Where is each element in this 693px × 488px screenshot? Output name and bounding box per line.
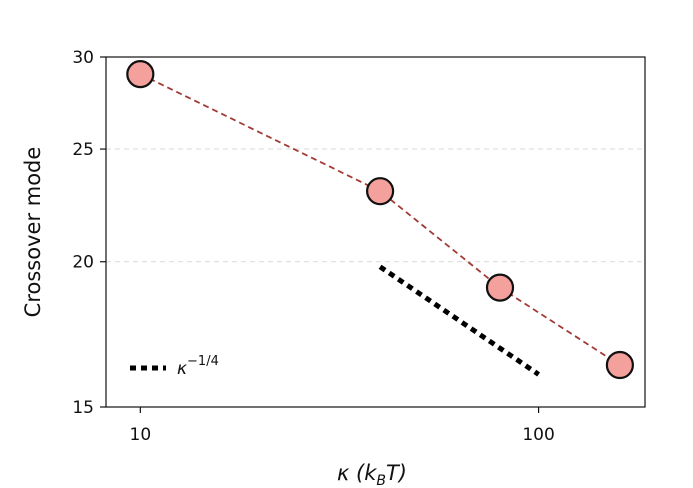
grid-lines — [106, 148, 645, 263]
y-axis-ticks: 15 20 25 30 — [72, 48, 106, 418]
x-axis-label-main: κ (k — [337, 461, 377, 485]
y-axis-label: Crossover mode — [21, 147, 45, 318]
x-axis-label-tail: T) — [386, 461, 407, 485]
data-point-2 — [485, 273, 515, 302]
y-tick-label-3: 30 — [72, 48, 94, 68]
x-tick-label-1: 100 — [522, 425, 554, 445]
x-axis-label-subscript: B — [376, 473, 386, 488]
y-tick-label-2: 25 — [72, 140, 94, 160]
legend: κ−1/4 — [130, 354, 219, 379]
x-axis-label: κ (kBT) — [337, 461, 407, 488]
data-point-1 — [366, 177, 395, 206]
data-point-0 — [126, 60, 155, 89]
plot-frame — [105, 56, 646, 408]
x-tick-label-0: 10 — [130, 425, 152, 445]
legend-label: κ−1/4 — [177, 354, 219, 379]
series-group — [126, 60, 634, 380]
y-tick-label-0: 15 — [72, 398, 94, 418]
series-line-0 — [139, 73, 621, 366]
legend-label-superscript: −1/4 — [187, 354, 219, 369]
y-tick-label-1: 20 — [72, 253, 94, 273]
x-axis-ticks: 10 100 — [130, 407, 555, 445]
reference-line-group — [378, 264, 540, 377]
data-point-3 — [605, 350, 634, 380]
legend-label-main: κ — [177, 359, 187, 379]
reference-line — [378, 264, 540, 377]
